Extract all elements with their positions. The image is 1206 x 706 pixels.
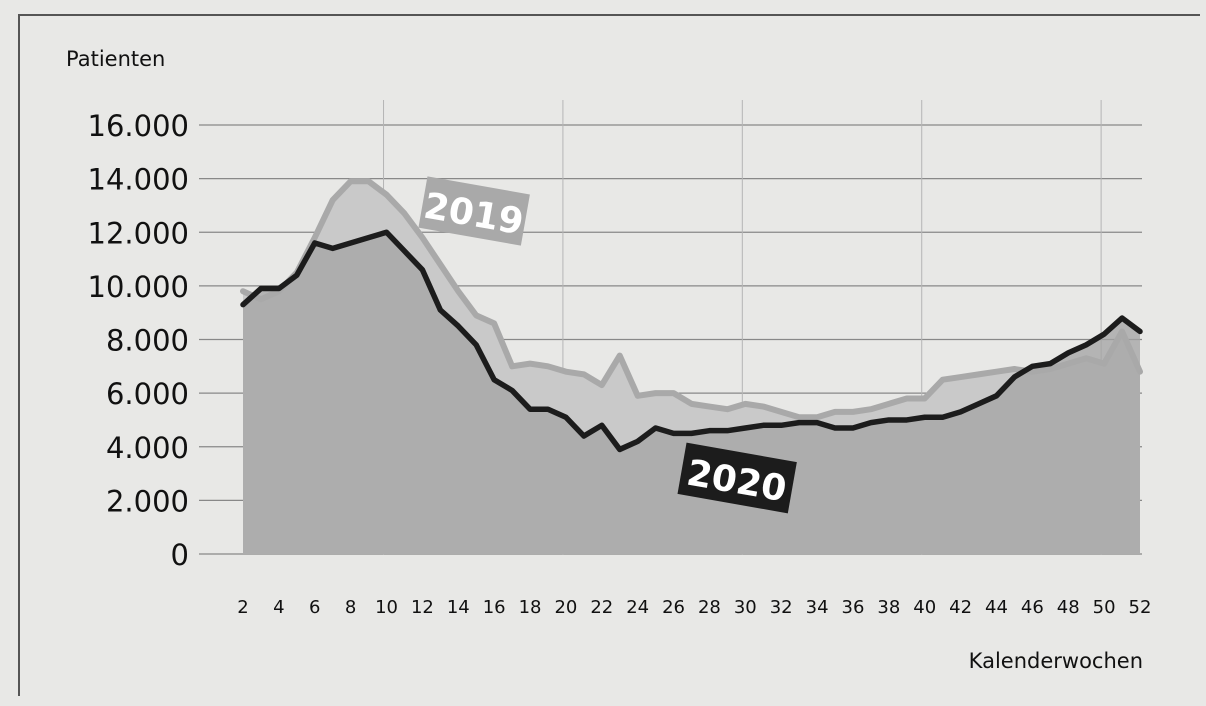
x-tick-label: 16 [483,597,506,618]
series-label-2020: 2020 [677,442,797,514]
y-tick-label: 0 [171,538,189,572]
series-lines [240,178,1143,453]
x-tick-label: 52 [1129,597,1152,618]
chart-frame [18,14,1200,696]
x-tick-label: 48 [1057,597,1080,618]
series-line-2020 [240,229,1143,453]
series-label-2019: 2019 [418,176,530,246]
y-tick-label: 14.000 [88,163,189,197]
x-tick-label: 30 [734,597,757,618]
y-tick-label: 8.000 [106,324,189,358]
y-tick-label: 2.000 [106,484,189,518]
x-tick-label: 32 [770,597,793,618]
x-tick-label: 28 [698,597,721,618]
x-tick-label: 12 [411,597,434,618]
x-tick-label: 36 [842,597,865,618]
x-tick-label: 8 [345,597,356,618]
x-tick-label: 6 [309,597,320,618]
x-tick-label: 44 [985,597,1008,618]
y-axis-title: Patienten [66,47,165,71]
series-area-2020 [243,232,1140,554]
x-tick-label: 2 [237,597,248,618]
y-tick-label: 10.000 [88,270,189,304]
x-tick-label: 14 [447,597,470,618]
x-tick-label: 18 [519,597,542,618]
x-axis-title: Kalenderwochen [969,649,1143,673]
x-tick-label: 34 [806,597,829,618]
y-tick-label: 12.000 [88,216,189,250]
x-tick-label: 24 [626,597,649,618]
y-tick-label: 4.000 [106,431,189,465]
y-axis-ticks: 0 2.000 4.000 6.000 8.000 10.000 12.000 14.000 1… [88,109,189,572]
series-line-2019 [240,178,1143,421]
x-tick-label: 40 [913,597,936,618]
x-tick-label: 38 [877,597,900,618]
y-tick-label: 6.000 [106,377,189,411]
x-tick-label: 50 [1093,597,1116,618]
x-tick-label: 46 [1021,597,1044,618]
series-areas [243,181,1140,554]
x-tick-label: 10 [375,597,398,618]
x-tick-label: 26 [662,597,685,618]
x-tick-label: 42 [949,597,972,618]
x-tick-label: 4 [273,597,284,618]
x-tick-label: 22 [590,597,613,618]
x-tick-label: 20 [554,597,577,618]
y-tick-label: 16.000 [88,109,189,143]
x-axis-ticks: 2 4 6 8 10 12 14 16 18 20 22 24 26 28 30 32 34 36 38 40 42 44… [237,597,1151,618]
